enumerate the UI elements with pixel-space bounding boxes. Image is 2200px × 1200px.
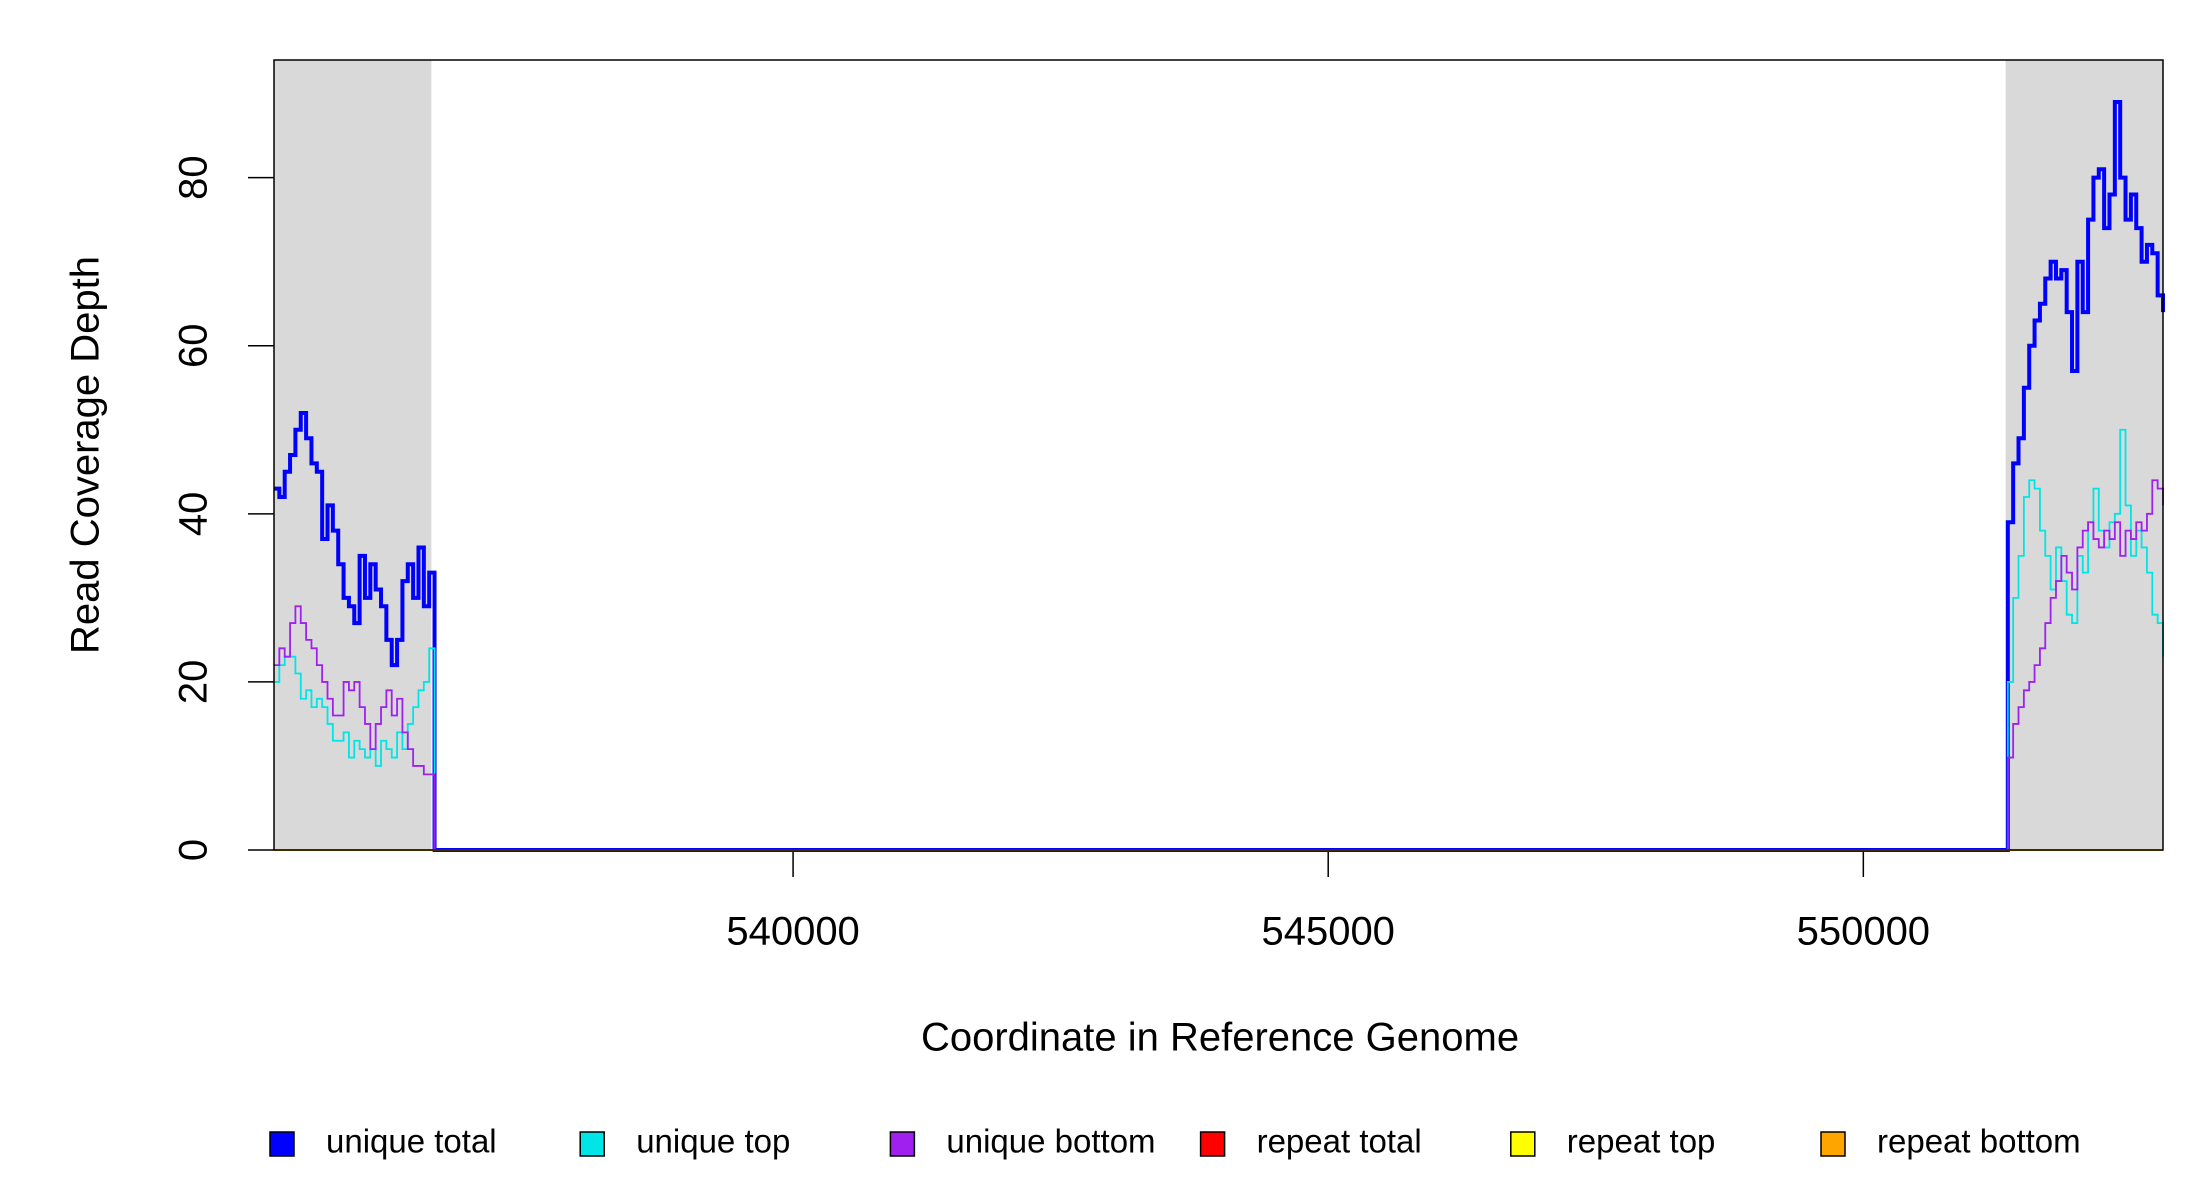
legend-swatch [889,1131,916,1157]
x-tick-label: 545000 [1261,910,1394,954]
legend-swatch [1199,1131,1226,1157]
coverage-line [274,479,2164,851]
shaded-region [274,60,432,850]
y-tick-label: 80 [172,155,216,200]
y-axis-label: Read Coverage Depth [64,256,108,654]
plot-frame [273,59,2164,851]
legend-swatch [1820,1131,1846,1157]
shaded-region [2005,60,2163,850]
y-tick-label: 0 [172,839,216,861]
legend-label: repeat total [1257,1123,1422,1160]
x-axis-label: Coordinate in Reference Genome [921,1016,1519,1060]
legend-label: unique bottom [946,1123,1155,1160]
legend-swatch [579,1131,605,1157]
legend-label: unique total [326,1123,497,1160]
y-tick-label: 40 [172,492,216,537]
x-tick-label: 550000 [1797,910,1930,954]
coverage-line [274,428,2164,851]
legend-label: repeat bottom [1877,1123,2081,1160]
legend-swatch [269,1131,295,1157]
legend-label: repeat top [1567,1123,1716,1160]
legend-swatch [1510,1131,1536,1157]
legend-label: unique top [636,1123,790,1160]
x-tick-label: 540000 [726,910,859,954]
y-tick-label: 60 [172,323,216,368]
coverage-line [274,100,2165,852]
y-tick-label: 20 [172,660,216,705]
